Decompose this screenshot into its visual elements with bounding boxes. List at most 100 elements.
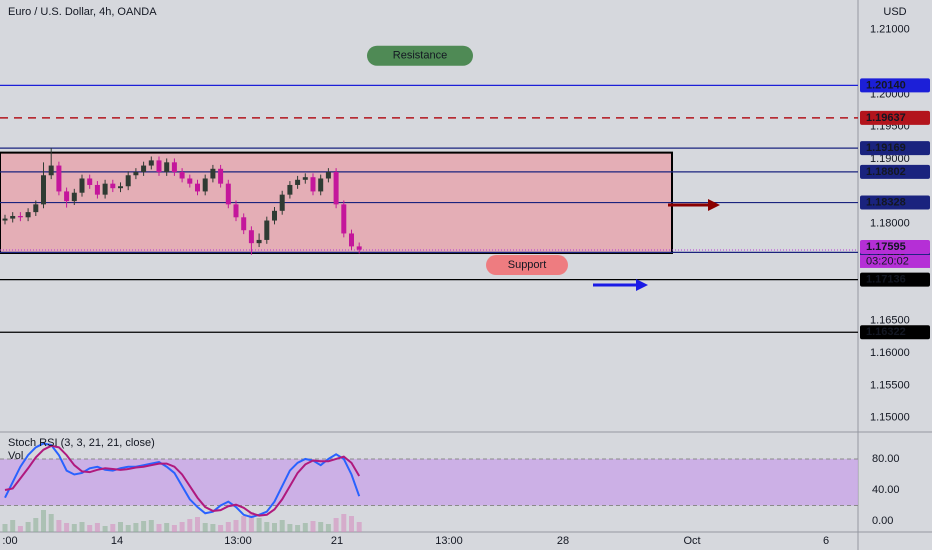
price-label-bg xyxy=(860,164,930,179)
price-label-bg xyxy=(860,78,930,93)
x-tick-label: 6 xyxy=(823,535,829,547)
candle-body xyxy=(10,216,16,219)
volume-bar xyxy=(2,524,8,532)
volume-bar xyxy=(356,522,362,532)
volume-bar xyxy=(248,512,254,532)
x-tick-label: 28 xyxy=(557,535,569,547)
candle-body xyxy=(118,186,123,189)
volume-bar xyxy=(264,522,270,532)
x-tick-label: 13:00 xyxy=(435,535,463,547)
y-tick-label: 1.18000 xyxy=(870,218,910,230)
stoch-k-line xyxy=(4,442,361,519)
candle-body xyxy=(133,172,139,176)
volume-bar xyxy=(48,514,54,532)
candle-body xyxy=(179,172,185,179)
volume-bar xyxy=(195,517,200,532)
candle-body xyxy=(264,220,270,240)
annotation-bubble xyxy=(486,255,568,276)
candle-body xyxy=(94,184,100,195)
volume-bar xyxy=(94,523,100,532)
price-label: 1.19169 xyxy=(866,142,906,154)
volume-bar xyxy=(295,525,301,532)
volume-bar xyxy=(287,524,293,532)
volume-bar xyxy=(333,518,339,532)
price-label: 1.16322 xyxy=(866,326,906,338)
x-tick-label: :00 xyxy=(2,535,17,547)
x-tick-label: Oct xyxy=(683,535,700,547)
price-label: 1.17595 xyxy=(866,241,906,253)
annotation-text: Support xyxy=(508,259,547,271)
volume-bar xyxy=(302,523,308,532)
volume-bar xyxy=(318,522,324,532)
volume-bar xyxy=(256,518,262,532)
volume-bar xyxy=(187,519,193,532)
stoch-tick-label: 80.00 xyxy=(872,453,900,465)
candle-body xyxy=(187,178,193,184)
volume-label: Vol xyxy=(8,450,23,462)
candle-body xyxy=(48,165,54,176)
arrow-head xyxy=(708,199,720,211)
volume-bar xyxy=(87,525,93,532)
candle-body xyxy=(25,212,31,218)
volume-bar xyxy=(56,520,62,532)
volume-bar xyxy=(79,522,85,532)
candle-body xyxy=(56,165,62,192)
candle-body xyxy=(295,179,301,185)
y-tick-label: 1.19000 xyxy=(870,153,910,165)
candle-body xyxy=(17,216,23,218)
volume-bar xyxy=(71,524,77,532)
candle-body xyxy=(164,162,170,173)
x-tick-label: 14 xyxy=(111,535,123,547)
annotation-text: Resistance xyxy=(393,50,447,62)
volume-bar xyxy=(110,524,116,532)
volume-bar xyxy=(310,521,316,532)
stoch-tick-label: 40.00 xyxy=(872,484,900,496)
arrow-head xyxy=(636,279,648,291)
candle-body xyxy=(41,175,46,205)
price-label-bg xyxy=(860,141,930,156)
price-label-bg xyxy=(860,272,930,287)
candle-body xyxy=(287,184,293,195)
volume-bar xyxy=(148,520,154,532)
candle-body xyxy=(210,168,216,179)
stoch-tick-label: 0.00 xyxy=(872,515,893,527)
price-label-bg xyxy=(860,325,930,340)
candle-body xyxy=(341,204,347,234)
volume-bar xyxy=(349,516,354,532)
indicator-title: Stoch RSI (3, 3, 21, 21, close) xyxy=(8,437,155,449)
candle-body xyxy=(272,210,277,221)
candle-body xyxy=(141,165,147,173)
candle-body xyxy=(156,160,162,173)
volume-bar xyxy=(33,518,39,532)
chart-title: Euro / U.S. Dollar, 4h, OANDA xyxy=(8,6,157,18)
candle-body xyxy=(71,192,77,202)
annotation-bubble xyxy=(367,45,473,66)
price-label: 1.20140 xyxy=(866,79,906,91)
volume-bar xyxy=(41,510,46,532)
y-tick-label: 1.19500 xyxy=(870,121,910,133)
volume-bar xyxy=(10,520,16,532)
volume-bar xyxy=(218,525,224,532)
candle-body xyxy=(310,177,316,192)
volume-bar xyxy=(133,523,139,532)
candle-body xyxy=(225,183,231,205)
x-tick-label: 21 xyxy=(331,535,343,547)
candle-body xyxy=(33,204,39,213)
volume-bar xyxy=(210,524,216,532)
candle-body xyxy=(233,204,239,218)
candle-body xyxy=(356,246,362,250)
price-label-bg xyxy=(860,110,930,125)
candle-body xyxy=(325,172,331,179)
volume-bar xyxy=(141,521,147,532)
candle-body xyxy=(349,233,354,247)
volume-bar xyxy=(118,522,123,532)
volume-bar xyxy=(25,522,31,532)
candle-body xyxy=(333,172,339,205)
volume-bar xyxy=(125,525,131,532)
candle-body xyxy=(125,175,131,187)
candle-body xyxy=(87,178,93,185)
volume-bar xyxy=(17,526,23,532)
candle-body xyxy=(64,191,70,202)
candle-body xyxy=(148,160,154,166)
